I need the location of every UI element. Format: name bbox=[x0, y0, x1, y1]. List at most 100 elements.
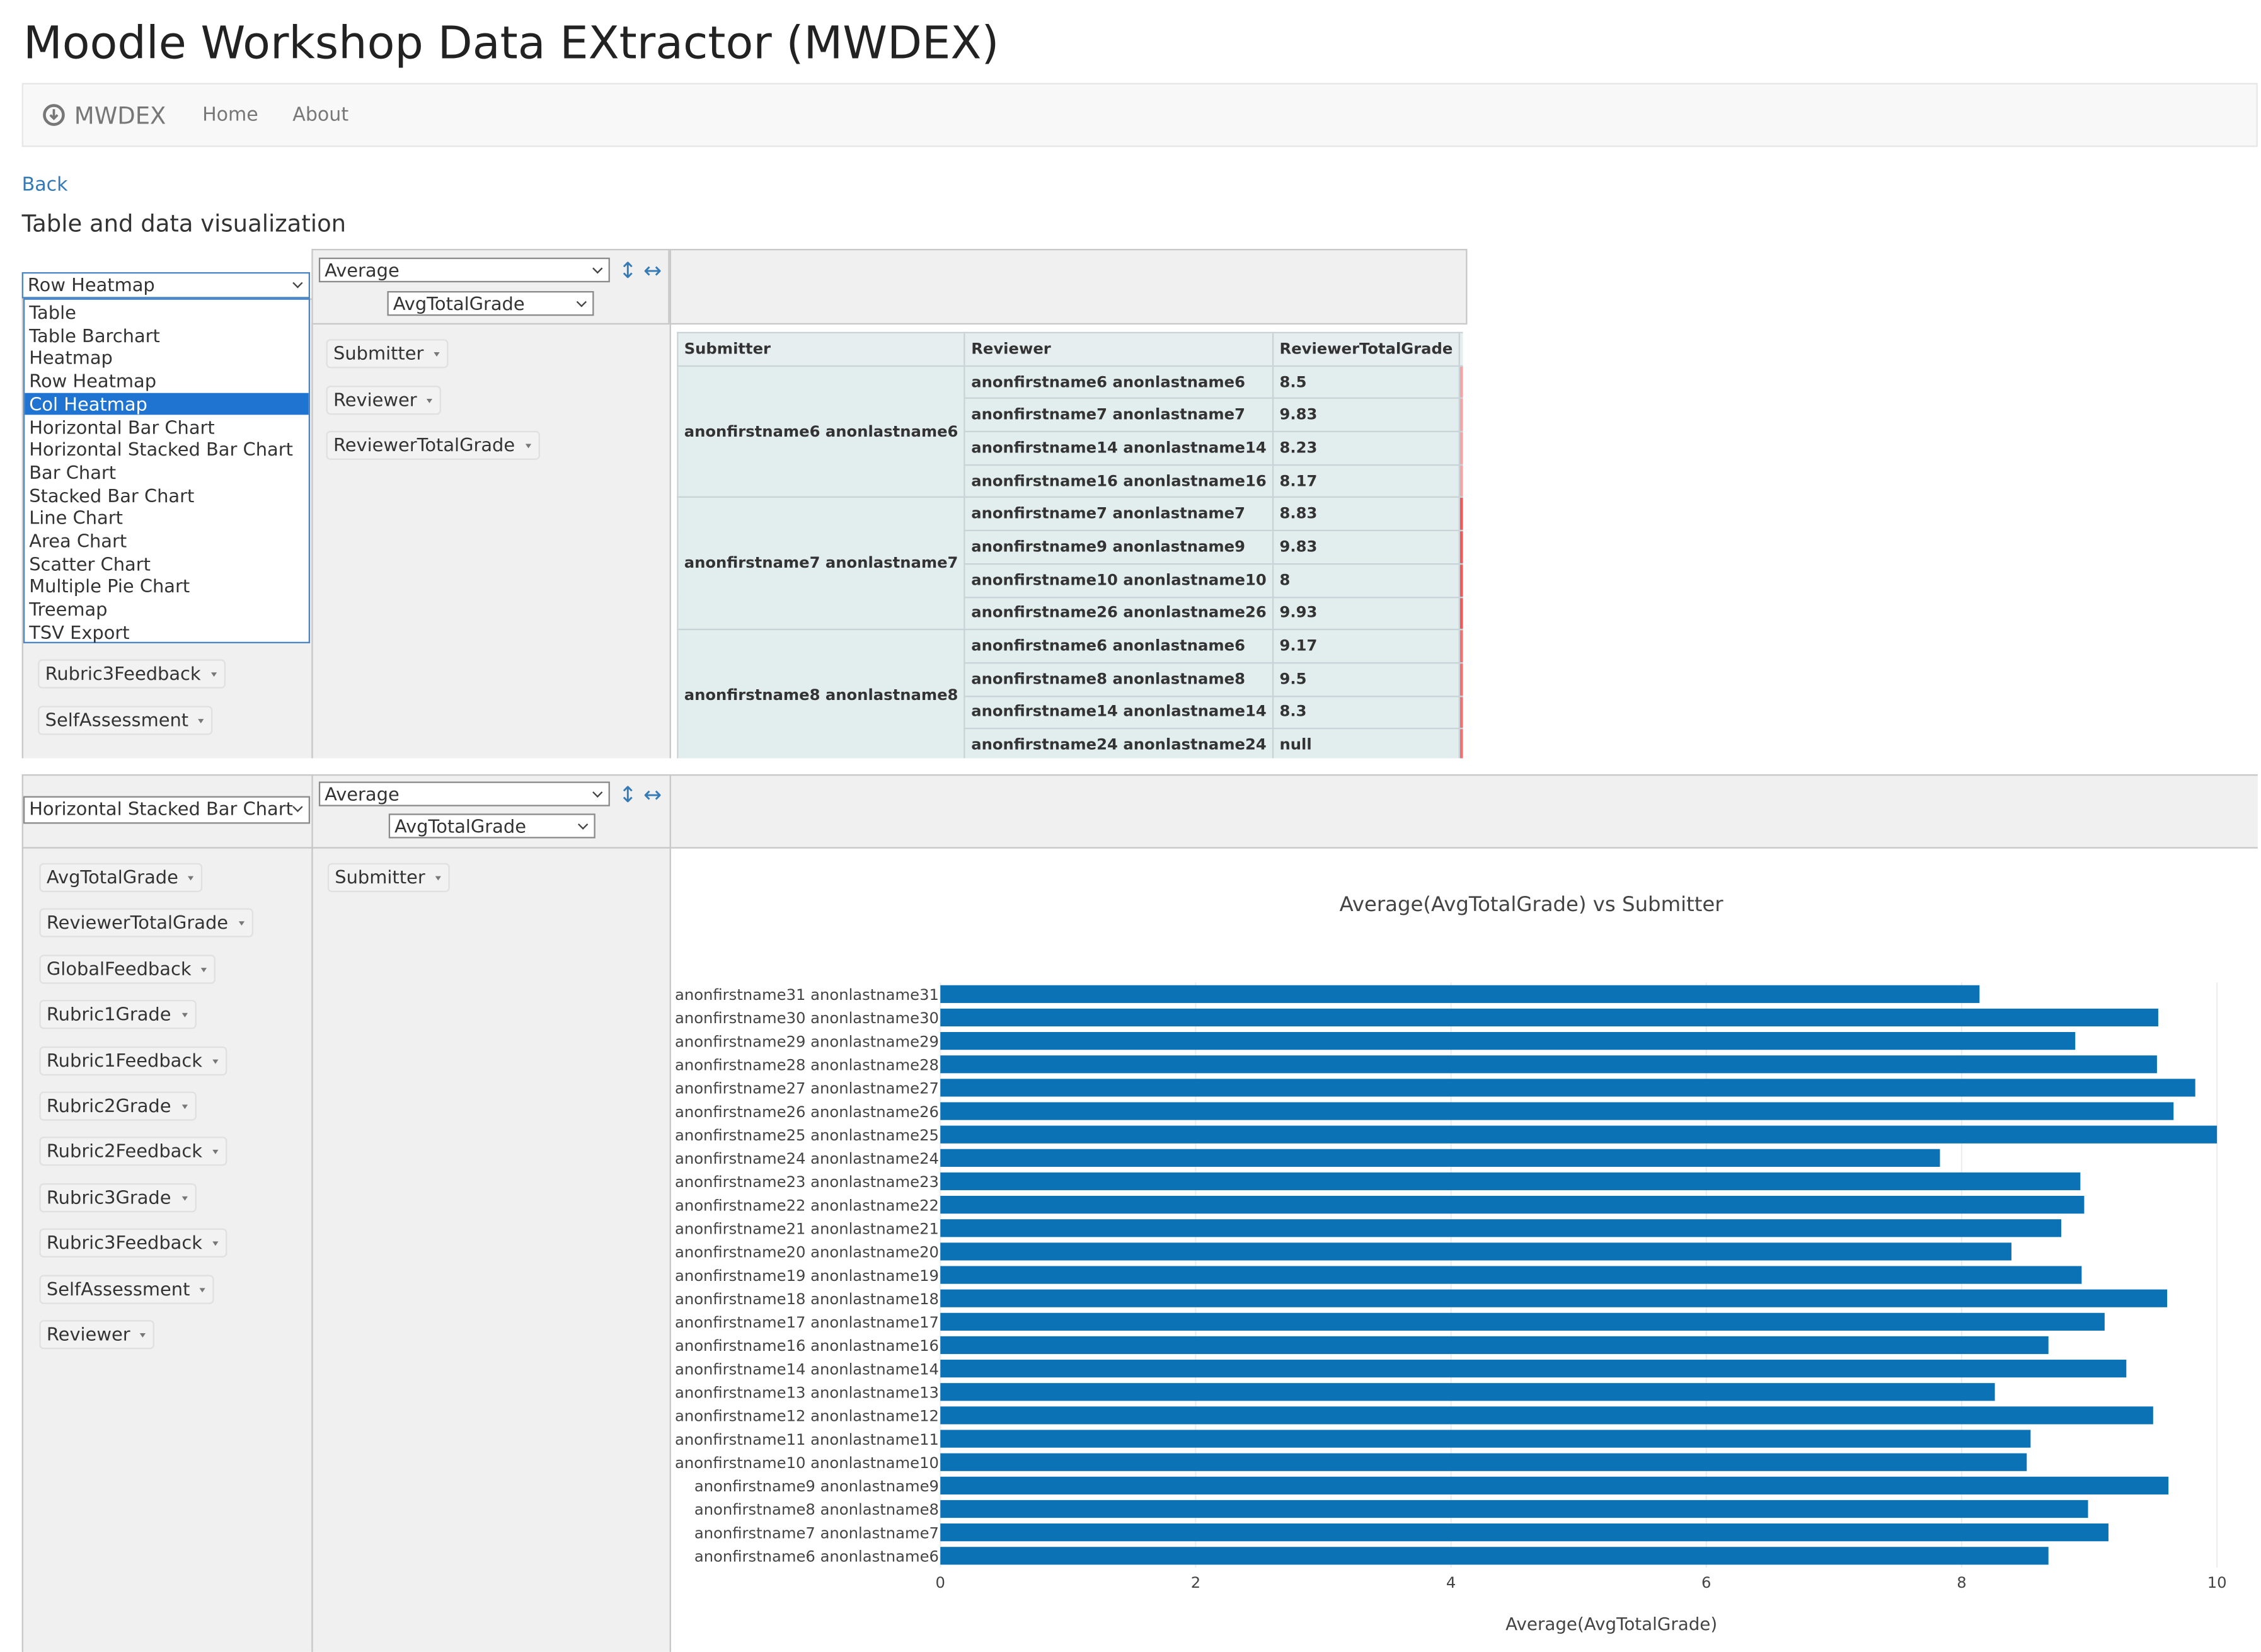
nav-link[interactable]: About bbox=[292, 105, 348, 127]
cell: 8 bbox=[1273, 564, 1459, 597]
col-order-toggle[interactable]: ↔ bbox=[643, 258, 662, 284]
y-tick-label: anonfirstname6 anonlastname6 bbox=[694, 1547, 939, 1566]
attribute-pill[interactable]: SelfAssessment bbox=[39, 1275, 214, 1304]
cell: 9.83 bbox=[1273, 399, 1459, 432]
bar bbox=[940, 1477, 2168, 1494]
renderer-select[interactable]: Horizontal Stacked Bar Chart bbox=[23, 796, 310, 824]
bar bbox=[940, 1032, 2075, 1050]
total-cell: 9.15 bbox=[1459, 564, 1463, 597]
x-tick-label: 6 bbox=[1701, 1573, 1711, 1592]
renderer-option[interactable]: Heatmap bbox=[25, 347, 308, 370]
divider bbox=[670, 774, 671, 849]
renderer-option[interactable]: Table Barchart bbox=[25, 324, 308, 347]
renderer-option[interactable]: Multiple Pie Chart bbox=[25, 575, 308, 598]
renderer-option[interactable]: Treemap bbox=[25, 599, 308, 621]
attribute-pill[interactable]: GlobalFeedback bbox=[39, 955, 216, 984]
column-area bbox=[670, 249, 1468, 324]
row-header: anonfirstname8 anonlastname8 bbox=[677, 630, 965, 759]
divider bbox=[311, 774, 313, 849]
renderer-option[interactable]: Horizontal Bar Chart bbox=[25, 416, 308, 439]
row-header: anonfirstname10 anonlastname10 bbox=[965, 564, 1273, 597]
row-header: anonfirstname6 anonlastname6 bbox=[677, 365, 965, 498]
bar bbox=[940, 1430, 2030, 1447]
attribute-pill[interactable]: Rubric1Feedback bbox=[39, 1046, 227, 1075]
row-header: anonfirstname8 anonlastname8 bbox=[965, 663, 1273, 696]
brand[interactable]: MWDEX bbox=[74, 102, 166, 130]
y-tick-label: anonfirstname7 anonlastname7 bbox=[694, 1523, 939, 1542]
cell: null bbox=[1273, 729, 1459, 759]
x-tick-label: 8 bbox=[1957, 1573, 1966, 1592]
bar bbox=[940, 1336, 2048, 1354]
attribute-pill[interactable]: SelfAssessment bbox=[38, 705, 213, 734]
cell: 9.93 bbox=[1273, 597, 1459, 629]
section-title: Table and data visualization bbox=[22, 210, 346, 238]
y-tick-label: anonfirstname25 anonlastname25 bbox=[675, 1126, 939, 1144]
attribute-pill[interactable]: Submitter bbox=[326, 339, 448, 368]
attribute-pill[interactable]: ReviewerTotalGrade bbox=[326, 431, 539, 460]
bar bbox=[940, 1079, 2195, 1096]
attribute-select[interactable]: AvgTotalGrade bbox=[387, 291, 594, 316]
bar bbox=[940, 1149, 1940, 1167]
renderer-option[interactable]: Col Heatmap bbox=[25, 393, 308, 415]
col-order-toggle[interactable]: ↔ bbox=[643, 781, 662, 808]
column-header: Reviewer bbox=[965, 333, 1273, 365]
row-header: anonfirstname6 anonlastname6 bbox=[965, 630, 1273, 663]
attribute-pill[interactable]: ReviewerTotalGrade bbox=[39, 909, 253, 938]
nav-link[interactable]: Home bbox=[202, 105, 258, 127]
chart-title: Average(AvgTotalGrade) vs Submitter bbox=[1340, 892, 1724, 916]
renderer-option[interactable]: Area Chart bbox=[25, 530, 308, 553]
aggregator-select[interactable]: Average bbox=[319, 258, 610, 282]
total-cell: 8.68 bbox=[1459, 432, 1463, 464]
renderer-option[interactable]: Row Heatmap bbox=[25, 370, 308, 393]
renderer-select[interactable]: Row Heatmap bbox=[22, 272, 310, 299]
x-tick-label: 10 bbox=[2207, 1573, 2227, 1592]
bar bbox=[940, 1290, 2167, 1307]
attribute-pill[interactable]: Rubric3Grade bbox=[39, 1183, 195, 1212]
row-order-toggle[interactable]: ↕ bbox=[619, 258, 637, 284]
attribute-pill[interactable]: Reviewer bbox=[326, 385, 442, 414]
bar bbox=[940, 1196, 2084, 1213]
renderer-option[interactable]: TSV Export bbox=[25, 621, 308, 644]
row-header: anonfirstname14 anonlastname14 bbox=[965, 696, 1273, 728]
aggregator-select[interactable]: Average bbox=[319, 781, 610, 806]
table-row: anonfirstname6 anonlastname6anonfirstnam… bbox=[677, 365, 1463, 398]
renderer-option[interactable]: Scatter Chart bbox=[25, 553, 308, 575]
bar bbox=[940, 1266, 2081, 1283]
attribute-pill[interactable]: Rubric2Grade bbox=[39, 1092, 195, 1121]
attribute-pill[interactable]: Rubric3Feedback bbox=[38, 659, 226, 688]
bar bbox=[940, 1313, 2105, 1331]
cell: 8.83 bbox=[1273, 498, 1459, 531]
attribute-pill[interactable]: Submitter bbox=[328, 863, 450, 892]
bar bbox=[940, 1102, 2173, 1120]
renderer-option[interactable]: Horizontal Stacked Bar Chart bbox=[25, 439, 308, 461]
attribute-pill[interactable]: Rubric3Feedback bbox=[39, 1229, 227, 1258]
y-tick-label: anonfirstname10 anonlastname10 bbox=[675, 1454, 939, 1472]
back-link[interactable]: Back bbox=[22, 175, 68, 197]
y-tick-label: anonfirstname23 anonlastname23 bbox=[675, 1173, 939, 1191]
renderer-option[interactable]: Bar Chart bbox=[25, 461, 308, 484]
column-header: Submitter bbox=[677, 333, 965, 365]
bar bbox=[940, 1360, 2126, 1377]
bar bbox=[940, 1383, 1994, 1401]
attribute-pill[interactable]: Rubric2Feedback bbox=[39, 1137, 227, 1166]
attribute-pill[interactable]: Rubric1Grade bbox=[39, 1000, 195, 1029]
total-cell: 8.99 bbox=[1459, 729, 1463, 759]
row-order-toggle[interactable]: ↕ bbox=[619, 781, 637, 808]
bar bbox=[940, 1454, 2027, 1471]
attribute-pill[interactable]: Reviewer bbox=[39, 1320, 155, 1349]
row-header: anonfirstname26 anonlastname26 bbox=[965, 597, 1273, 629]
renderer-option[interactable]: Line Chart bbox=[25, 507, 308, 530]
attribute-select[interactable]: AvgTotalGrade bbox=[389, 813, 595, 838]
renderer-option[interactable]: Table bbox=[25, 301, 308, 324]
column-header: ReviewerTotalGrade bbox=[1273, 333, 1459, 365]
bar bbox=[940, 985, 1979, 1003]
renderer-option[interactable]: Stacked Bar Chart bbox=[25, 484, 308, 507]
table-row: anonfirstname8 anonlastname8anonfirstnam… bbox=[677, 630, 1463, 663]
y-tick-label: anonfirstname11 anonlastname11 bbox=[675, 1430, 939, 1448]
row-header: anonfirstname16 anonlastname16 bbox=[965, 464, 1273, 497]
attribute-pill[interactable]: AvgTotalGrade bbox=[39, 863, 203, 892]
y-tick-label: anonfirstname20 anonlastname20 bbox=[675, 1243, 939, 1261]
y-tick-label: anonfirstname28 anonlastname28 bbox=[675, 1055, 939, 1074]
